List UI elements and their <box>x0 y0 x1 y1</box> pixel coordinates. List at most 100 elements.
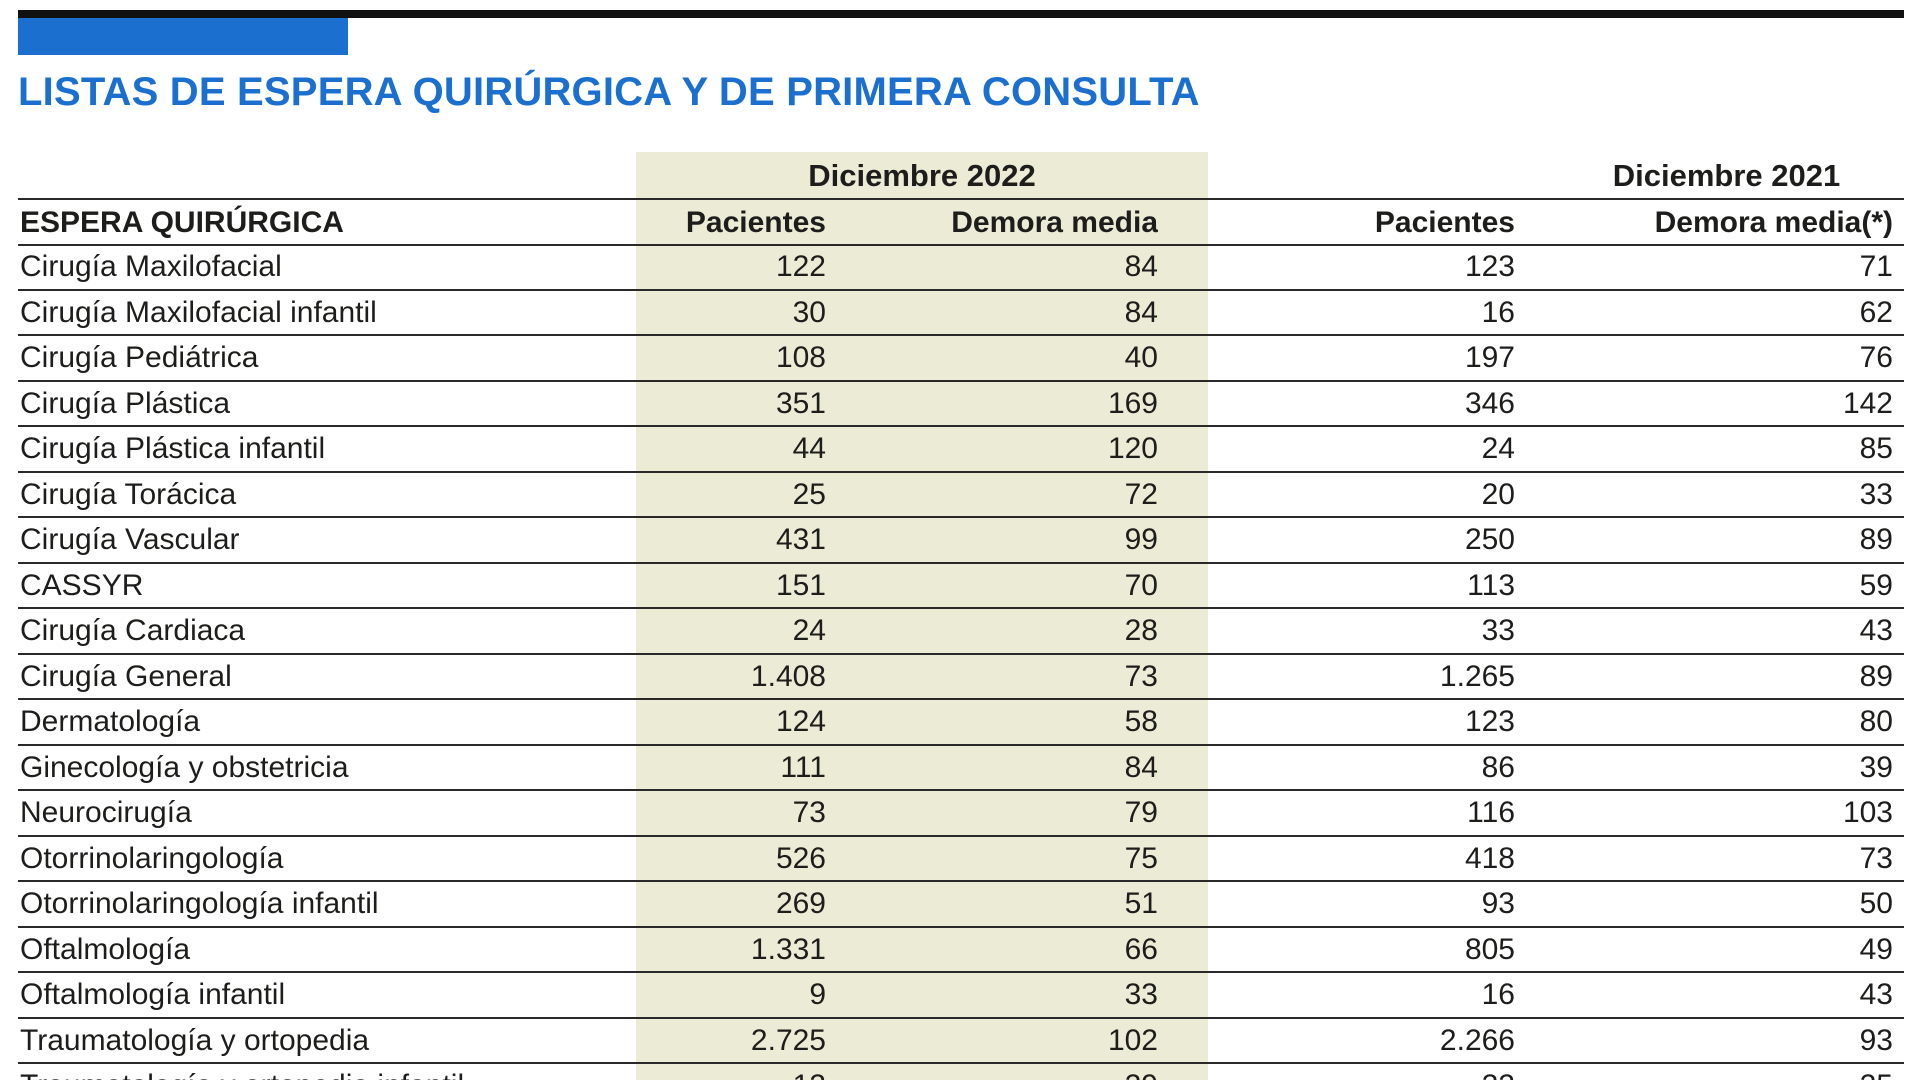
patients-2022-cell: 122 <box>775 250 826 283</box>
delay-2022-cell: 33 <box>1124 978 1158 1011</box>
delay-2021-cell: 62 <box>1859 295 1893 329</box>
delay-2022-cell: 51 <box>1124 887 1158 920</box>
delay-2022-cell: 84 <box>1124 750 1158 784</box>
delay-2021-cell: 89 <box>1859 659 1893 693</box>
section-label: ESPERA QUIRÚRGICA <box>20 206 344 239</box>
patients-2022-cell: 269 <box>775 887 826 920</box>
delay-2021-cell: 93 <box>1859 1023 1893 1057</box>
patients-2022-cell: 12 <box>636 1065 826 1080</box>
delay-2022-cell: 120 <box>1107 432 1158 465</box>
patients-2022-cell: 151 <box>775 568 826 602</box>
delay-2022-cell: 66 <box>1124 932 1158 966</box>
row-specialty-label: Neurocirugía <box>20 796 192 829</box>
row-divider <box>18 789 1904 791</box>
delay-2022-cell: 70 <box>1124 568 1158 602</box>
patients-2022-cell: 1.331 <box>750 932 826 966</box>
delay-2021-cell: 73 <box>1859 841 1893 875</box>
delay-2022-cell: 40 <box>1124 341 1158 374</box>
patients-2021-cell: 93 <box>1481 887 1515 920</box>
top-rule <box>18 10 1904 18</box>
patients-2022-cell: 73 <box>792 796 826 829</box>
accent-bar <box>18 18 348 55</box>
delay-2021-cell: 85 <box>1859 432 1893 465</box>
row-divider <box>18 379 1904 382</box>
row-divider <box>18 470 1904 473</box>
row-divider <box>18 334 1904 336</box>
row-divider <box>18 607 1904 609</box>
patients-2021-cell: 16 <box>1481 295 1515 329</box>
row-specialty-label: Cirugía Plástica infantil <box>20 432 326 465</box>
row-specialty-label: Cirugía Maxilofacial infantil <box>20 295 377 329</box>
row-divider <box>18 561 1904 564</box>
row-specialty-label: Otorrinolaringología <box>20 841 284 875</box>
row-specialty-label: Cirugía Maxilofacial <box>20 250 282 283</box>
period-label-2021: Diciembre 2021 <box>1612 158 1841 193</box>
delay-2021-cell: 43 <box>1859 614 1893 647</box>
row-specialty-label: Cirugía Torácica <box>20 477 237 511</box>
patients-2022-cell: 25 <box>792 477 826 511</box>
delay-2021-cell: 59 <box>1859 568 1893 602</box>
row-specialty-label: Ginecología y obstetricia <box>20 750 349 784</box>
row-specialty-label: Cirugía Vascular <box>20 523 240 556</box>
row-specialty-label: Cirugía General <box>20 659 232 693</box>
delay-2022-cell: 84 <box>1124 295 1158 329</box>
page-title: LISTAS DE ESPERA QUIRÚRGICA Y DE PRIMERA… <box>18 70 1200 114</box>
row-divider <box>18 743 1904 746</box>
patients-2022-cell: 2.725 <box>750 1023 826 1057</box>
patients-2022-cell: 111 <box>780 750 826 784</box>
row-specialty-label: Otorrinolaringología infantil <box>20 887 379 920</box>
patients-2021-cell: 116 <box>1467 796 1515 829</box>
patients-2022-cell: 44 <box>792 432 826 465</box>
patients-2021-cell: 113 <box>1467 568 1515 602</box>
delay-2022-cell: 79 <box>1124 796 1158 829</box>
patients-2021-cell: 197 <box>1464 341 1515 374</box>
row-divider <box>18 834 1904 837</box>
patients-2022-cell: 30 <box>792 295 826 329</box>
patients-2022-cell: 431 <box>775 523 826 556</box>
delay-2021-cell: 142 <box>1842 386 1893 420</box>
patients-2022-cell: 9 <box>809 978 826 1011</box>
row-divider <box>18 516 1904 518</box>
patients-2021-cell: 33 <box>1481 614 1515 647</box>
row-specialty-label: Traumatología y ortopedia infantil <box>20 1065 630 1080</box>
delay-2022-cell: 99 <box>1124 523 1158 556</box>
patients-2021-cell: 24 <box>1481 432 1515 465</box>
column-header-delay-2022: Demora media <box>951 206 1158 239</box>
delay-2022-cell: 84 <box>1124 250 1158 283</box>
patients-2021-cell: 1.265 <box>1439 659 1515 693</box>
patients-2021-cell: 16 <box>1481 978 1515 1011</box>
row-specialty-label: Oftalmología infantil <box>20 978 286 1011</box>
row-specialty-label: CASSYR <box>20 568 144 602</box>
row-specialty-label: Cirugía Plástica <box>20 386 231 420</box>
row-specialty-label: Cirugía Pediátrica <box>20 341 259 374</box>
patients-2021-cell: 2.266 <box>1439 1023 1515 1057</box>
column-header-patients-2021: Pacientes <box>1374 206 1515 239</box>
patients-2021-cell: 123 <box>1464 250 1515 283</box>
delay-2022-cell: 75 <box>1124 841 1158 875</box>
row-specialty-label: Oftalmología <box>20 932 191 966</box>
patients-2021-cell: 346 <box>1464 386 1515 420</box>
delay-2022-cell: 169 <box>1107 386 1158 420</box>
row-divider <box>18 652 1904 655</box>
patients-2022-cell: 526 <box>775 841 826 875</box>
patients-2021-cell: 22 <box>1260 1065 1515 1080</box>
patients-2022-cell: 124 <box>775 705 826 738</box>
patients-2021-cell: 805 <box>1464 932 1515 966</box>
delay-2021-cell: 43 <box>1859 978 1893 1011</box>
delay-2021-cell: 71 <box>1859 250 1893 283</box>
patients-2021-cell: 250 <box>1464 523 1515 556</box>
delay-2021-cell: 33 <box>1859 477 1893 511</box>
header-rule <box>18 244 1904 246</box>
delay-2022-cell: 29 <box>880 1065 1158 1080</box>
patients-2022-cell: 108 <box>775 341 826 374</box>
delay-2022-cell: 72 <box>1124 477 1158 511</box>
delay-2022-cell: 73 <box>1124 659 1158 693</box>
row-specialty-label: Cirugía Cardiaca <box>20 614 246 647</box>
column-header-delay-2021: Demora media(*) <box>1654 206 1893 239</box>
row-divider <box>18 1016 1904 1019</box>
row-specialty-label: Dermatología <box>20 705 201 738</box>
delay-2021-cell: 103 <box>1842 796 1893 829</box>
delay-2021-cell: 50 <box>1859 887 1893 920</box>
patients-2022-cell: 1.408 <box>750 659 826 693</box>
header-rule <box>18 198 1904 200</box>
